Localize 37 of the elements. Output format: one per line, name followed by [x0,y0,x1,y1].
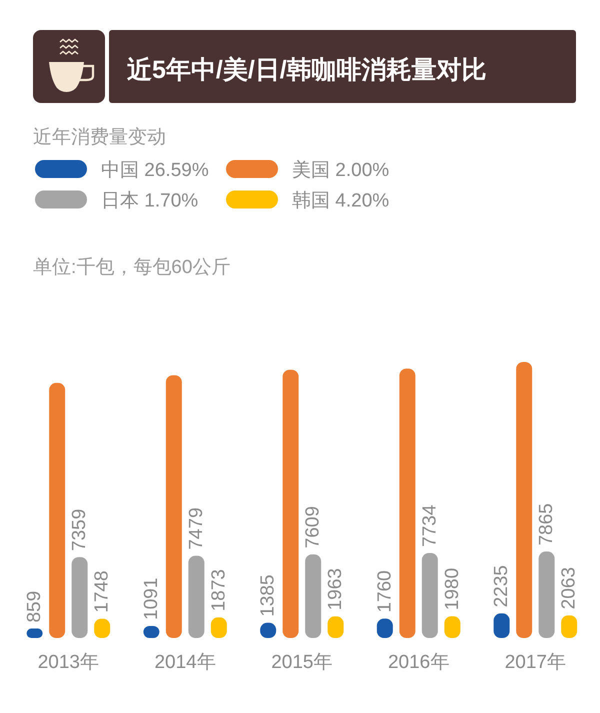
data-label: 1091 [140,578,162,620]
data-label: 1980 [442,568,463,610]
bar [72,557,88,638]
data-label: 7865 [536,503,558,546]
x-tick-label: 2014年 [154,652,216,673]
bar [305,554,322,638]
text: 单位:千包，每包60公斤 [33,257,230,278]
data-label: 7359 [69,508,90,552]
data-label: 2063 [558,567,580,610]
data-label: 1748 [92,570,113,613]
bar [538,552,555,638]
x-tick-label: 2015年 [271,652,333,673]
data-label: 859 [24,590,46,623]
bar [516,362,532,638]
data-label: 2235 [491,565,512,608]
data-label: 1760 [374,570,396,613]
legend-label: 中国 26.59% [101,160,209,181]
x-tick-label: 2017年 [504,652,566,673]
bar [49,382,66,638]
bar [188,556,204,638]
x-tick-label: 2016年 [388,652,450,673]
data-label: 7609 [302,506,324,548]
legend-title: 近年消费量变动 [33,126,166,148]
data-label: 1385 [258,574,279,617]
data-label: 7734 [419,504,440,547]
bar [422,552,438,638]
legend-label: 日本 1.70% [101,190,198,212]
legend-label: 韩国 4.20% [292,190,390,212]
legend-label: 美国 2.00% [292,159,390,181]
x-tick-label: 2013年 [38,652,100,673]
bar [166,375,182,638]
data-label: 1873 [208,569,230,612]
data-label: 7479 [186,507,207,550]
bar [399,368,416,638]
data-label: 1963 [325,568,346,610]
bar [282,370,299,638]
chart-title: 近5年中/美/日/韩咖啡消耗量对比 [127,56,487,84]
